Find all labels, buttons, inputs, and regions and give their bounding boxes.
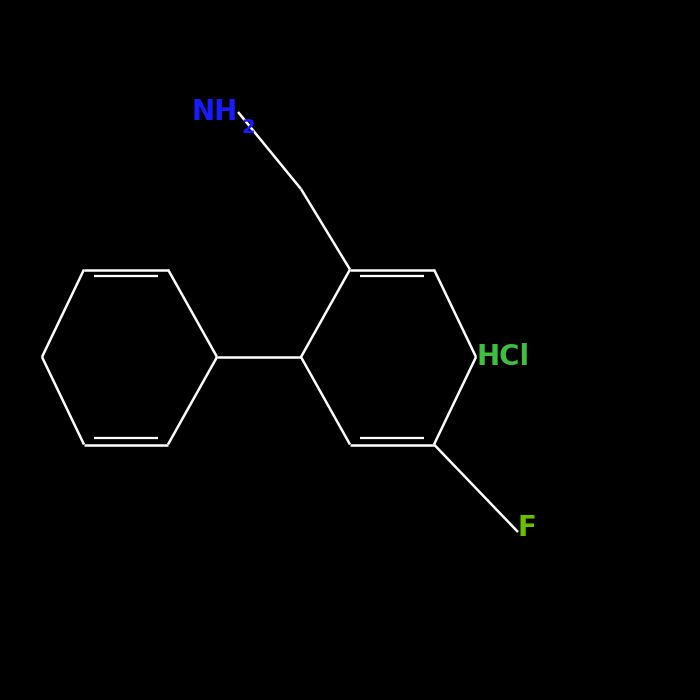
Text: HCl: HCl (476, 343, 529, 371)
Text: NH: NH (192, 98, 238, 126)
Text: F: F (518, 514, 537, 542)
Text: 2: 2 (241, 118, 255, 136)
